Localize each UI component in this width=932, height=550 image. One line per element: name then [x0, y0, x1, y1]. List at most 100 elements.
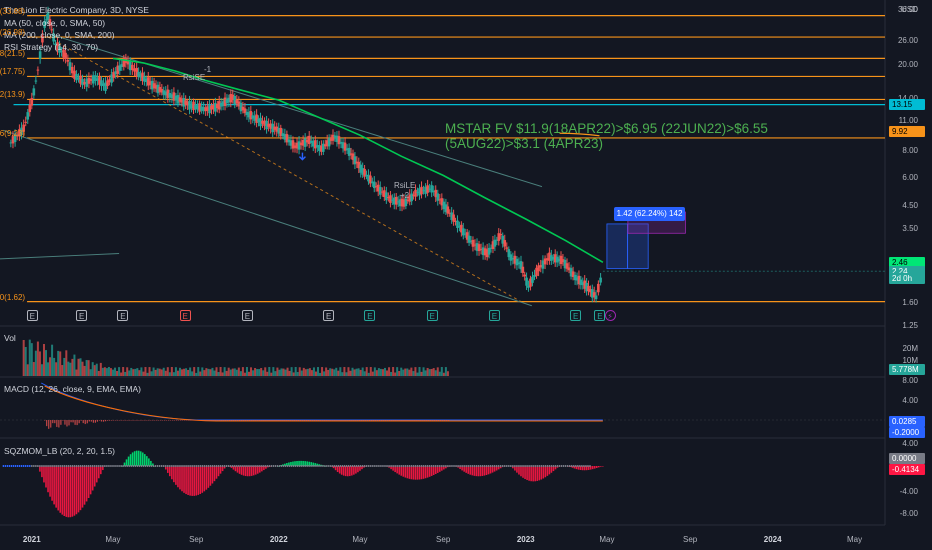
- macd-histogram-bar: [210, 420, 212, 421]
- earnings-event-marker[interactable]: E: [426, 310, 438, 321]
- candle-body: [192, 101, 195, 111]
- volume-bar: [93, 365, 96, 376]
- volume-bar: [398, 370, 401, 376]
- sqz-histogram-bar: [532, 466, 534, 482]
- candle-body: [394, 196, 398, 205]
- earnings-event-marker[interactable]: E: [594, 310, 606, 321]
- volume-bar: [211, 367, 214, 376]
- sqz-histogram-bar: [390, 466, 392, 470]
- macd-histogram-bar: [403, 420, 405, 421]
- earnings-event-marker[interactable]: E: [26, 310, 38, 321]
- time-tick-label: Sep: [436, 535, 451, 544]
- sqz-zero-dot: [203, 465, 206, 467]
- candle-body: [424, 186, 427, 194]
- volume-bar: [319, 372, 322, 376]
- sqz-zero-dot: [199, 465, 201, 467]
- sqz-pane-title[interactable]: SQZMOM_LB (20, 2, 20, 1.5): [4, 446, 116, 456]
- mstar-annotation-line1[interactable]: MSTAR FV $11.9(18APR22)>$6.95 (22JUN22)>…: [445, 121, 768, 136]
- macd-histogram-bar: [167, 420, 170, 421]
- volume-bar: [79, 358, 82, 376]
- candle-body: [287, 139, 291, 143]
- dividend-event-marker[interactable]: ⚡: [604, 310, 616, 321]
- measure-tool-label[interactable]: 1.42 (62.24%) 142: [614, 207, 685, 221]
- earnings-event-marker[interactable]: E: [179, 310, 191, 321]
- volume-bar: [148, 367, 151, 376]
- sqz-zero-dot: [585, 465, 587, 467]
- volume-bar: [343, 367, 346, 376]
- earnings-event-marker[interactable]: E: [488, 310, 500, 321]
- earnings-event-marker[interactable]: E: [364, 310, 376, 321]
- volume-bar: [36, 341, 39, 376]
- sqz-histogram-bar: [512, 466, 514, 469]
- volume-bar: [262, 370, 265, 376]
- candle-body: [545, 258, 549, 261]
- earnings-event-marker[interactable]: E: [570, 310, 582, 321]
- candle-body: [420, 186, 423, 195]
- sqz-histogram-bar: [410, 466, 413, 480]
- volume-bar: [152, 367, 155, 376]
- sqz-histogram-bar: [219, 466, 222, 474]
- sqz-zero-dot: [396, 465, 398, 467]
- sqz-zero-dot: [388, 465, 390, 467]
- candle-body: [376, 184, 380, 192]
- earnings-event-marker[interactable]: E: [117, 310, 129, 321]
- legend-ma200[interactable]: MA (200, close, 0, SMA, 200): [4, 30, 115, 40]
- sqz-zero-dot: [102, 465, 104, 467]
- rsi-long-arrow[interactable]: [298, 152, 306, 161]
- symbol-title[interactable]: The Lion Electric Company, 3D, NYSE: [4, 5, 149, 15]
- volume-bar: [45, 350, 48, 376]
- macd-histogram-bar: [419, 420, 421, 421]
- candle-body: [303, 138, 307, 147]
- sqz-histogram-bar: [256, 466, 259, 474]
- sqz-histogram-bar: [542, 466, 545, 479]
- macd-pane-title[interactable]: MACD (12, 26, close, 9, EMA, EMA): [4, 384, 141, 394]
- mstar-annotation-line2[interactable]: (5AUG22)>$3.1 (4APR23): [445, 136, 603, 151]
- sqz-histogram-bar: [581, 466, 584, 471]
- sqz-histogram-bar: [499, 466, 502, 469]
- sqz-histogram-bar: [39, 466, 41, 472]
- volume-bar: [89, 369, 92, 376]
- ma50-line[interactable]: [112, 57, 604, 263]
- sqz-histogram-bar: [63, 466, 66, 516]
- earnings-event-marker[interactable]: E: [241, 310, 253, 321]
- candle-body: [194, 104, 197, 110]
- volume-pane-title[interactable]: Vol: [4, 333, 16, 343]
- candle-body: [345, 148, 349, 151]
- trend-channel-upper[interactable]: [47, 33, 543, 188]
- sqz-zero-dot: [191, 465, 193, 467]
- candle-body: [36, 69, 40, 71]
- volume-bar: [325, 367, 328, 376]
- legend-rsi-strategy[interactable]: RSI Strategy (14, 30, 70): [4, 42, 99, 52]
- earnings-event-marker[interactable]: E: [76, 310, 88, 321]
- macd-histogram-bar: [391, 420, 393, 421]
- trend-channel-lower[interactable]: [3, 129, 532, 307]
- sqz-histogram-bar: [404, 466, 407, 478]
- legend-ma50[interactable]: MA (50, close, 0, SMA, 50): [4, 18, 106, 28]
- macd-histogram-bar: [147, 420, 149, 421]
- sqz-zero-dot: [317, 465, 319, 467]
- candle-body: [561, 259, 565, 263]
- macd-histogram-bar: [259, 420, 261, 421]
- volume-bar: [377, 368, 380, 376]
- annotation-curve[interactable]: [559, 132, 600, 137]
- volume-bar: [310, 370, 313, 376]
- candle-body: [100, 80, 103, 87]
- sqz-zero-dot: [75, 465, 78, 467]
- candle-body: [253, 115, 256, 121]
- volume-bar: [308, 368, 311, 376]
- macd-histogram-bar: [297, 420, 299, 421]
- macd-histogram-bar: [111, 420, 113, 421]
- volume-bar: [276, 367, 279, 376]
- volume-bar: [304, 369, 307, 376]
- sqz-zero-dot: [400, 465, 402, 467]
- trend-dashed-line[interactable]: [47, 36, 522, 303]
- candle-body: [592, 292, 596, 298]
- sqz-zero-dot: [426, 465, 429, 467]
- volume-bar: [28, 339, 31, 376]
- trend-segment[interactable]: [0, 253, 120, 260]
- macd-histogram-bar: [295, 420, 297, 421]
- sqz-zero-dot: [16, 465, 19, 467]
- sqz-zero-dot: [495, 465, 498, 467]
- earnings-event-marker[interactable]: E: [323, 310, 335, 321]
